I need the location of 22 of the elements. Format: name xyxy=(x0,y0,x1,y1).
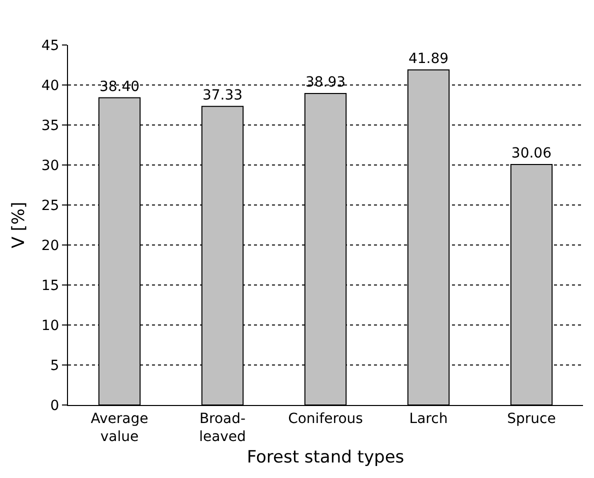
y-axis-title: V [%] xyxy=(9,202,29,248)
y-tick-label: 35 xyxy=(41,118,60,134)
x-tick-label: Larch xyxy=(409,410,448,427)
data-label: 37.33 xyxy=(202,87,243,104)
data-label: 41.89 xyxy=(408,50,449,67)
x-tick-label: Coniferous xyxy=(288,410,363,427)
data-label: 30.06 xyxy=(511,146,552,162)
x-tick-label: Broad-leaved xyxy=(199,410,246,445)
y-tick-label: 0 xyxy=(50,398,60,414)
data-label: 38.40 xyxy=(99,78,140,95)
y-tick-label: 25 xyxy=(41,198,60,214)
y-tick-label: 40 xyxy=(41,78,60,94)
y-tick-label: 5 xyxy=(50,358,60,374)
y-tick-label: 45 xyxy=(41,38,60,54)
x-tick-label: Average value xyxy=(90,410,148,445)
y-tick-label: 20 xyxy=(41,238,60,254)
y-tick-label: 15 xyxy=(41,278,60,294)
y-tick-label: 30 xyxy=(41,158,60,174)
data-label: 38.93 xyxy=(305,74,346,91)
x-tick-label: Spruce xyxy=(507,410,556,427)
x-axis-title: Forest stand types xyxy=(246,447,404,468)
y-tick-label: 10 xyxy=(41,318,60,334)
